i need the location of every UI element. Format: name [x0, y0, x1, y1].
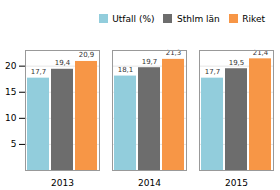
svg-text:5: 5	[11, 139, 17, 149]
svg-text:17,7: 17,7	[205, 68, 221, 76]
html-text:Utfall (%): Utfall (%)	[112, 13, 155, 24]
svg-text:2015: 2015	[225, 177, 248, 187]
svg-text:2014: 2014	[138, 177, 161, 187]
svg-text:19,5: 19,5	[229, 58, 245, 66]
svg-text:2013: 2013	[51, 177, 74, 187]
svg-text:15: 15	[5, 87, 16, 97]
svg-text:18,1: 18,1	[118, 66, 134, 74]
svg-text:19,7: 19,7	[142, 57, 158, 65]
svg-text:20,9: 20,9	[79, 51, 95, 59]
svg-text:20: 20	[5, 61, 17, 71]
svg-text:21,3: 21,3	[165, 48, 182, 57]
svg-text:19,4: 19,4	[55, 59, 71, 67]
svg-text:21,4: 21,4	[252, 48, 269, 57]
html-text:Sthlm län: Sthlm län	[177, 13, 220, 24]
svg-text:17,7: 17,7	[31, 68, 47, 76]
html-text:Riket: Riket	[242, 13, 265, 24]
svg-text:10: 10	[5, 113, 17, 123]
